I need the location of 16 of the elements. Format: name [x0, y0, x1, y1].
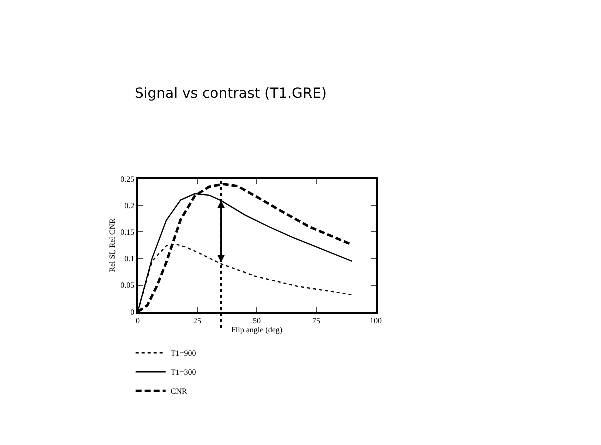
- legend-label: T1=900: [170, 349, 196, 358]
- y-tick-label: 0.1: [124, 254, 135, 264]
- x-axis-title: Flip angle (deg): [231, 325, 283, 334]
- legend-label: CNR: [170, 387, 188, 396]
- y-tick-label: 0.05: [120, 281, 135, 290]
- y-tick-label: 0.25: [120, 174, 135, 184]
- legend-label: T1=300: [170, 368, 196, 378]
- y-axis-title: Rel SI, Rel CNR: [108, 218, 117, 272]
- y-tick-label: 0.2: [124, 201, 135, 210]
- x-tick-label: 50: [253, 316, 261, 326]
- chart-title: Signal vs contrast (T1.GRE): [135, 86, 327, 102]
- x-tick-label: 25: [194, 316, 202, 326]
- x-tick-label: 75: [312, 316, 320, 326]
- x-tick-label: 100: [370, 316, 382, 326]
- y-tick-label: 0: [130, 308, 135, 317]
- y-tick-label: 0.15: [120, 228, 135, 237]
